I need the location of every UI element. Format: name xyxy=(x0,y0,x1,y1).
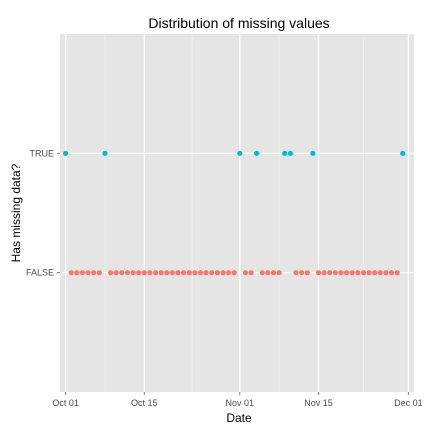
data-point-false xyxy=(136,270,142,276)
y-axis-title: Has missing data? xyxy=(9,163,23,262)
data-point-false xyxy=(186,270,192,276)
data-point-false xyxy=(164,270,170,276)
data-point-false xyxy=(225,270,232,276)
data-point-false xyxy=(209,270,215,276)
data-point-false xyxy=(141,270,147,276)
data-point-false xyxy=(107,270,114,276)
data-point-false xyxy=(315,270,322,276)
data-point-false xyxy=(79,270,86,276)
chart-title: Distribution of missing values xyxy=(148,15,329,31)
data-point-false xyxy=(74,270,80,276)
data-point-false xyxy=(214,270,220,276)
data-point-false xyxy=(181,270,187,276)
data-point-false xyxy=(293,270,299,276)
data-point-false xyxy=(85,270,91,276)
data-point-false xyxy=(349,270,355,276)
data-point-false xyxy=(265,270,271,276)
data-point-false xyxy=(321,270,327,276)
x-tick-label: Dec 01 xyxy=(394,398,423,408)
data-point-false xyxy=(124,270,131,276)
data-point-false xyxy=(372,270,378,276)
y-tick-label: FALSE xyxy=(26,268,54,278)
data-point-false xyxy=(355,270,361,276)
data-point-false xyxy=(299,270,305,276)
x-tick-label: Nov 15 xyxy=(304,398,333,408)
data-point-false xyxy=(360,270,367,276)
data-point-false xyxy=(231,270,237,276)
x-tick-label: Nov 01 xyxy=(226,398,255,408)
data-point-true xyxy=(287,150,293,156)
data-point-true xyxy=(102,150,108,156)
data-point-true xyxy=(237,150,243,156)
x-axis-title: Date xyxy=(226,411,252,425)
data-point-false xyxy=(158,270,164,276)
data-point-false xyxy=(327,270,333,276)
data-point-false xyxy=(192,270,198,276)
data-point-false xyxy=(276,270,282,276)
data-point-false xyxy=(388,270,395,276)
data-points xyxy=(63,150,406,276)
data-point-false xyxy=(169,270,175,276)
data-point-false xyxy=(259,270,265,276)
data-point-false xyxy=(304,270,310,276)
data-point-false xyxy=(270,270,277,276)
y-axis-ticks: FALSE TRUE xyxy=(26,148,60,278)
data-point-false xyxy=(175,270,181,276)
data-point-false xyxy=(220,270,226,276)
data-point-true xyxy=(400,150,406,156)
x-tick-label: Oct 15 xyxy=(131,398,158,408)
data-point-false xyxy=(332,270,338,276)
data-point-false xyxy=(394,270,400,276)
data-point-true xyxy=(310,150,316,156)
grid-lines xyxy=(60,34,414,392)
data-point-false xyxy=(338,270,344,276)
x-axis-ticks: Oct 01 Oct 15 Nov 01 Nov 15 Dec 01 xyxy=(52,392,423,408)
x-tick-label: Oct 01 xyxy=(52,398,79,408)
data-point-false xyxy=(366,270,372,276)
data-point-false xyxy=(248,270,254,276)
data-point-false xyxy=(119,270,125,276)
data-point-false xyxy=(152,270,159,276)
data-point-true xyxy=(254,150,260,156)
data-point-false xyxy=(91,270,97,276)
data-point-false xyxy=(147,270,153,276)
data-point-false xyxy=(343,270,350,276)
data-point-false xyxy=(203,270,209,276)
data-point-true xyxy=(282,150,288,156)
plot-panel xyxy=(60,34,414,392)
data-point-false xyxy=(377,270,383,276)
data-point-false xyxy=(242,270,249,276)
data-point-false xyxy=(130,270,136,276)
data-point-false xyxy=(197,270,204,276)
data-point-false xyxy=(113,270,119,276)
y-tick-label: TRUE xyxy=(30,148,55,158)
data-point-false xyxy=(96,270,102,276)
data-point-false xyxy=(383,270,389,276)
data-point-true xyxy=(63,150,69,156)
data-point-false xyxy=(68,270,74,276)
